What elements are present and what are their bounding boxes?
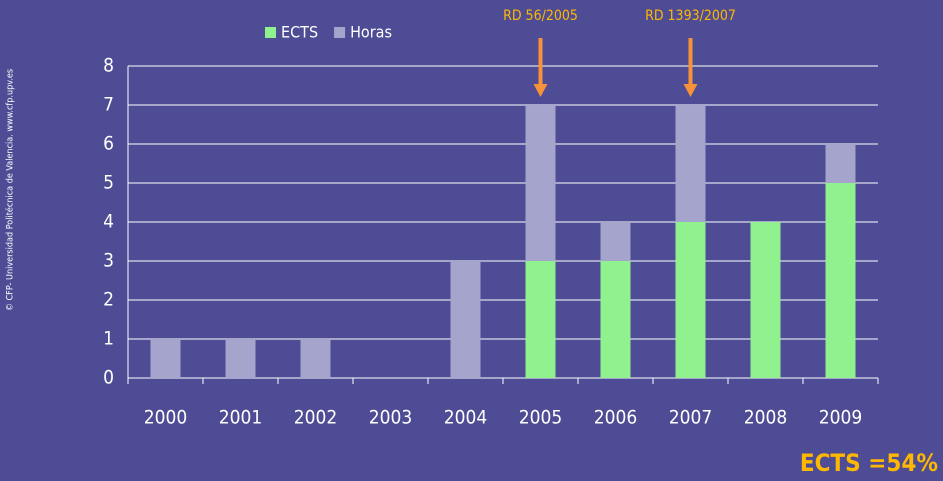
bar <box>825 144 856 183</box>
y-tick-label: 1 <box>103 328 114 350</box>
note: ECTS =54% <box>800 449 938 477</box>
annotation-arrowhead <box>683 84 698 97</box>
bar <box>750 222 781 378</box>
legend-label: ECTS <box>281 23 318 42</box>
bar <box>525 105 556 261</box>
bar <box>300 339 331 378</box>
x-tick-label: 2002 <box>294 407 338 429</box>
bar <box>675 105 706 222</box>
x-tick-label: 2001 <box>219 407 263 429</box>
y-tick-label: 7 <box>103 94 114 116</box>
y-tick-label: 5 <box>103 172 114 194</box>
x-tick-label: 2006 <box>594 407 638 429</box>
x-tick-label: 2003 <box>369 407 413 429</box>
x-tick-label: 2008 <box>744 407 788 429</box>
legend-swatch <box>265 27 276 38</box>
x-tick-label: 2004 <box>444 407 488 429</box>
bar <box>600 261 631 378</box>
x-tick-label: 2009 <box>819 407 863 429</box>
source: © CFP- Universidad Politécnica de Valenc… <box>5 69 16 311</box>
y-tick-label: 0 <box>103 367 114 389</box>
annotation: RD 56/2005 <box>503 8 578 24</box>
bar <box>600 222 631 261</box>
legend-swatch <box>334 27 346 38</box>
bar <box>150 339 181 378</box>
annotation: RD 1393/2007 <box>645 8 736 24</box>
bar <box>225 339 256 378</box>
y-tick-label: 6 <box>103 133 114 155</box>
bar <box>825 183 856 378</box>
x-tick-label: 2007 <box>669 407 713 429</box>
y-tick-label: 2 <box>103 289 114 311</box>
x-tick-label: 2005 <box>519 407 563 429</box>
y-tick-label: 8 <box>103 55 114 77</box>
y-tick-label: 4 <box>103 211 114 233</box>
bar <box>525 261 556 378</box>
bar <box>675 222 706 378</box>
annotation-arrowhead <box>533 84 548 97</box>
x-tick-label: 2000 <box>144 407 188 429</box>
bar <box>450 261 481 378</box>
y-tick-label: 3 <box>103 250 114 272</box>
legend-label: Horas <box>350 23 392 42</box>
